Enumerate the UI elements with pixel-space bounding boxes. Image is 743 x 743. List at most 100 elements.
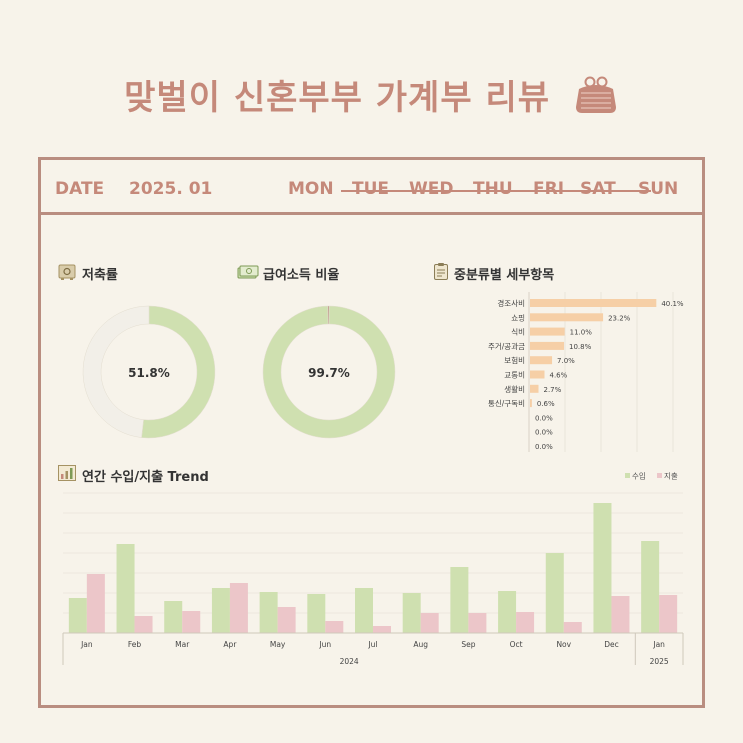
category-value-label-0: 40.1% <box>661 300 684 308</box>
day-thu: THU <box>473 179 513 199</box>
trend-month-label-2: Mar <box>175 640 190 649</box>
expense-bar-1 <box>134 616 153 633</box>
category-value-label-4: 7.0% <box>557 357 575 365</box>
day-wed: WED <box>409 179 454 199</box>
salary-ratio-value: 99.7% <box>308 366 350 380</box>
expense-bar-12 <box>659 595 678 633</box>
expense-bar-0 <box>86 574 105 633</box>
trend-month-label-9: Oct <box>510 640 523 649</box>
legend-label-0: 수입 <box>632 472 646 481</box>
category-value-label-3: 10.8% <box>569 343 592 351</box>
income-bar-7 <box>402 593 421 633</box>
expense-bar-10 <box>563 622 582 633</box>
category-value-label-5: 4.6% <box>549 372 567 380</box>
safe-icon <box>58 264 76 284</box>
trend-month-label-1: Feb <box>128 640 142 649</box>
bar-chart-icon <box>58 465 76 485</box>
trend-month-label-4: May <box>270 640 286 649</box>
purse-icon <box>573 75 619 124</box>
income-bar-6 <box>355 588 373 633</box>
category-label-7: 통신/구독비 <box>488 399 525 408</box>
category-label-5: 교통비 <box>504 371 525 380</box>
income-bar-0 <box>68 598 87 633</box>
expense-bar-2 <box>182 611 201 633</box>
page-title: 맞벌이 신혼부부 가계부 리뷰 <box>0 70 743 124</box>
expense-bar-5 <box>325 621 344 633</box>
income-bar-11 <box>593 503 612 633</box>
income-bar-8 <box>450 567 469 633</box>
category-bar-2 <box>530 327 565 336</box>
trend-month-label-5: Jun <box>318 640 331 649</box>
date-value: 2025. 01 <box>129 179 213 199</box>
category-value-label-8: 0.0% <box>535 414 553 422</box>
category-label-2: 식비 <box>511 328 525 337</box>
legend-swatch-1 <box>657 473 662 478</box>
page-title-text: 맞벌이 신혼부부 가계부 리뷰 <box>124 78 551 118</box>
trend-month-label-11: Dec <box>604 640 619 649</box>
expense-bar-3 <box>229 583 248 633</box>
category-value-label-2: 11.0% <box>570 329 593 337</box>
salary-ratio-title: 급여소득 비율 <box>263 268 340 283</box>
expense-bar-7 <box>420 613 439 633</box>
savings-rate-donut: 51.8% <box>82 305 216 439</box>
expense-bar-11 <box>611 596 630 633</box>
dashboard-frame: DATE 2025. 01 MON TUE WED THU FRI SAT SU… <box>38 157 705 708</box>
trend-month-label-7: Aug <box>413 640 428 649</box>
trend-month-label-8: Sep <box>461 640 475 649</box>
savings-rate-slice-1 <box>82 305 150 438</box>
expense-bar-9 <box>516 612 535 633</box>
income-bar-3 <box>211 588 230 633</box>
income-bar-10 <box>545 553 564 633</box>
expense-bar-6 <box>373 626 391 633</box>
date-label: DATE <box>55 179 105 199</box>
category-bar-0 <box>530 299 657 307</box>
category-bar-4 <box>530 356 553 365</box>
category-bar-chart: 경조사비 40.1% 쇼핑 23.2% 식비 11.0% 주거/공과금 10.8% 보험비 7.0… <box>488 292 684 452</box>
salary-ratio-slice-1 <box>327 305 330 325</box>
trend-title: 연간 수입/지출 Trend <box>82 470 209 485</box>
week-strikethrough-line <box>341 190 651 192</box>
income-bar-1 <box>116 544 135 633</box>
savings-rate-value: 51.8% <box>128 366 170 380</box>
legend-label-1: 지출 <box>664 471 678 481</box>
category-bar-6 <box>530 384 539 393</box>
salary-ratio-donut: 99.7% <box>262 305 396 439</box>
category-label-0: 경조사비 <box>497 298 525 308</box>
category-label-4: 보험비 <box>504 356 525 365</box>
category-value-label-1: 23.2% <box>608 314 631 322</box>
trend-month-label-0: Jan <box>80 640 93 649</box>
trend-year-label-0: 2024 <box>340 657 359 666</box>
day-fri: FRI <box>533 179 565 199</box>
category-title: 중분류별 세부항목 <box>454 268 555 283</box>
category-value-label-6: 2.7% <box>544 386 562 394</box>
trend-month-label-10: Nov <box>556 640 571 649</box>
expense-bar-4 <box>277 607 296 633</box>
trend-bar-chart: Jan Feb Mar Apr May Jun Jul Aug Sep Oct Nov Dec Jan 2… <box>62 471 684 666</box>
category-bar-1 <box>530 313 604 322</box>
salary-ratio-slice-0 <box>262 305 396 439</box>
category-value-label-10: 0.0% <box>535 443 553 451</box>
category-bar-7 <box>530 399 532 408</box>
income-bar-9 <box>498 591 517 633</box>
trend-month-label-12: Jan <box>652 640 665 649</box>
day-sun: SUN <box>638 179 679 199</box>
income-bar-12 <box>641 541 660 633</box>
savings-rate-title: 저축률 <box>82 268 118 283</box>
trend-month-label-3: Apr <box>223 640 237 649</box>
category-bar-5 <box>530 370 545 379</box>
date-header: DATE 2025. 01 MON TUE WED THU FRI SAT SU… <box>41 160 702 215</box>
category-label-3: 주거/공과금 <box>488 342 525 351</box>
category-label-6: 생활비 <box>504 384 525 394</box>
legend-swatch-0 <box>625 473 630 478</box>
income-bar-4 <box>259 592 278 633</box>
expense-bar-8 <box>468 613 487 633</box>
money-icon <box>237 264 259 284</box>
income-bar-2 <box>164 601 183 633</box>
category-bar-3 <box>530 341 565 350</box>
category-label-1: 쇼핑 <box>511 312 525 322</box>
trend-year-label-1: 2025 <box>650 657 669 666</box>
category-value-label-7: 0.6% <box>537 400 555 408</box>
clipboard-icon <box>433 262 449 284</box>
day-tue: TUE <box>352 179 390 199</box>
trend-month-label-6: Jul <box>367 640 377 649</box>
